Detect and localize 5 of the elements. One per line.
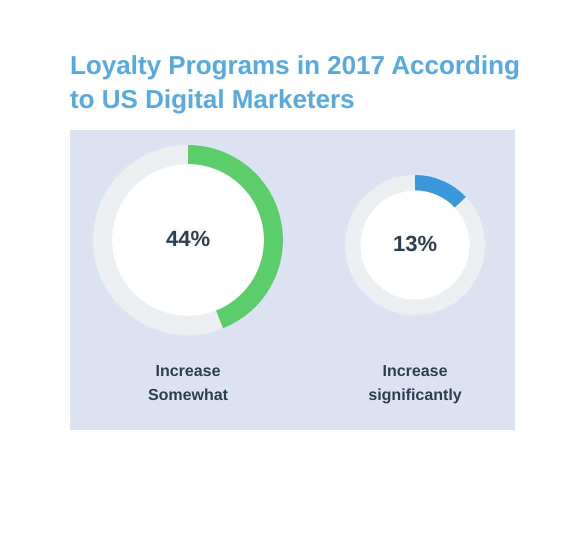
text: Increase Somewhat [146,362,229,406]
data-label: 44% [166,226,210,252]
chart-title: Loyalty Programs in 2017 According to US Digital Marketers [70,49,521,116]
data-label: 13% [392,231,438,256]
text: Increase significantly [367,362,463,406]
